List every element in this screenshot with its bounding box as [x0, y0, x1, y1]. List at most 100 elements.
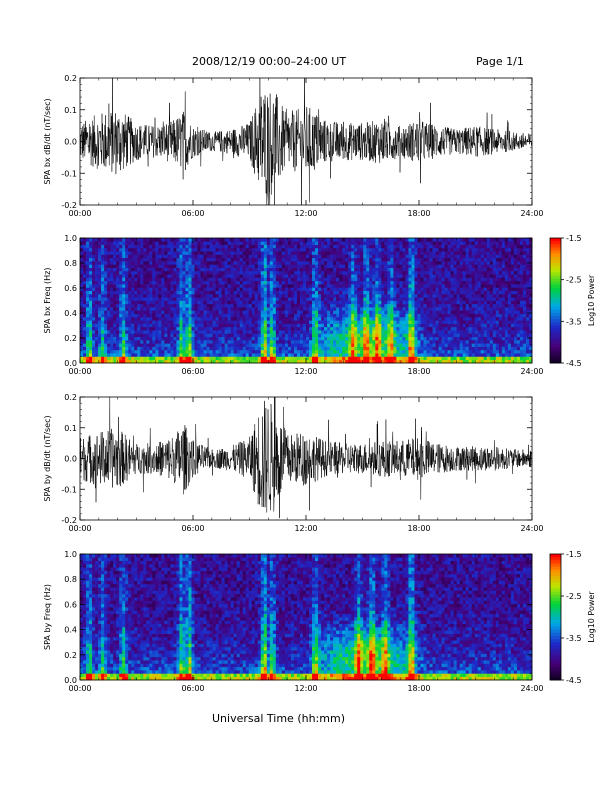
spectrogram-cell	[134, 320, 138, 324]
spectrogram-cell	[152, 261, 156, 265]
spectrogram-cell	[444, 359, 448, 364]
spectrogram-cell	[312, 320, 316, 324]
spectrogram-cell	[429, 241, 433, 245]
spectrogram-cell	[363, 336, 367, 341]
spectrogram-cell	[200, 326, 204, 331]
spectrogram-cell	[170, 277, 174, 282]
spectrogram-cell	[164, 320, 168, 324]
spectrogram-cell	[221, 343, 225, 347]
spectrogram-cell	[209, 270, 213, 275]
spectrogram-cell	[351, 353, 355, 357]
spectrogram-cell	[456, 356, 461, 361]
spectrogram-cell	[143, 343, 147, 347]
spectrogram-cell	[185, 277, 189, 282]
spectrogram-cell	[348, 284, 352, 288]
spectrogram-cell	[203, 287, 207, 291]
spectrogram-cell	[215, 353, 219, 357]
spectrogram-cell	[170, 313, 174, 318]
spectrogram-cell	[299, 287, 304, 291]
spectrogram-cell	[212, 257, 216, 262]
spectrogram-cell	[215, 247, 219, 252]
spectrogram-cell	[390, 244, 394, 249]
spectrogram-cell	[366, 326, 370, 331]
spectrogram-cell	[363, 297, 367, 301]
spectrogram-cell	[257, 244, 262, 249]
spectrogram-cell	[414, 356, 418, 361]
spectrogram-cell	[306, 261, 310, 265]
spectrogram-cell	[450, 333, 454, 338]
spectrogram-cell	[293, 313, 298, 318]
spectrogram-cell	[248, 267, 253, 272]
spectrogram-cell	[224, 241, 228, 245]
spectrogram-cell	[164, 303, 168, 308]
spectrogram-cell	[357, 339, 361, 344]
spectrogram-cell	[245, 326, 250, 331]
y-tick-label: -0.2	[61, 201, 77, 210]
spectrogram-cell	[363, 254, 367, 259]
spectrogram-cell	[405, 290, 409, 295]
spectrogram-cell	[83, 257, 87, 262]
spectrogram-cell	[155, 284, 159, 288]
spectrogram-cell	[95, 313, 99, 318]
spectrogram-cell	[324, 238, 328, 242]
spectrogram-cell	[125, 333, 129, 338]
spectrogram-cell	[98, 339, 102, 344]
spectrogram-cell	[324, 313, 328, 318]
spectrogram-cell	[293, 297, 298, 301]
spectrogram-cell	[342, 330, 346, 334]
spectrogram-cell	[312, 343, 316, 347]
spectrogram-cell	[83, 336, 87, 341]
spectrogram-cell	[432, 300, 436, 305]
spectrogram-cell	[251, 343, 256, 347]
spectrogram-cell	[173, 339, 177, 344]
spectrogram-cell	[197, 280, 201, 285]
spectrogram-cell	[251, 316, 256, 321]
spectrogram-cell	[125, 343, 129, 347]
spectrogram-cell	[281, 313, 286, 318]
spectrogram-cell	[375, 313, 379, 318]
spectrogram-cell	[459, 297, 464, 301]
spectrogram-cell	[284, 241, 289, 245]
spectrogram-cell	[125, 241, 129, 245]
spectrogram-cell	[372, 251, 376, 255]
spectrogram-cell	[167, 270, 171, 275]
spectrogram-cell	[441, 274, 445, 278]
spectrogram-cell	[197, 320, 201, 324]
spectrogram-cell	[336, 339, 340, 344]
spectrogram-cell	[80, 300, 84, 305]
spectrogram-cell	[366, 254, 370, 259]
spectrogram-cell	[125, 336, 129, 341]
spectrogram-cell	[170, 307, 174, 311]
spectrogram-cell	[378, 316, 382, 321]
spectrogram-cell	[248, 326, 253, 331]
spectrogram-cell	[372, 359, 376, 364]
spectrogram-cell	[402, 336, 406, 341]
spectrogram-cell	[197, 293, 201, 298]
spectrogram-cell	[245, 343, 250, 347]
spectrogram-cell	[333, 359, 337, 364]
spectrogram-cell	[257, 284, 262, 288]
spectrogram-cell	[143, 274, 147, 278]
spectrogram-cell	[360, 238, 364, 242]
spectrogram-cell	[278, 287, 283, 291]
spectrogram-cell	[278, 280, 283, 285]
spectrogram-cell	[158, 320, 162, 324]
spectrogram-cell	[381, 254, 385, 259]
spectrogram-cell	[173, 254, 177, 259]
spectrogram-cell	[315, 287, 319, 291]
spectrogram-cell	[366, 339, 370, 344]
spectrogram-cell	[89, 349, 93, 354]
spectrogram-cell	[143, 307, 147, 311]
spectrogram-cell	[429, 300, 433, 305]
spectrogram-cell	[179, 254, 183, 259]
spectrogram-cell	[137, 280, 141, 285]
spectrogram-cell	[245, 307, 250, 311]
spectrogram-cell	[387, 277, 391, 282]
spectrogram-cell	[420, 264, 424, 268]
spectrogram-cell	[218, 284, 222, 288]
spectrogram-cell	[266, 277, 271, 282]
spectrogram-cell	[233, 326, 238, 331]
spectrogram-cell	[345, 270, 349, 275]
spectrogram-cell	[140, 349, 144, 354]
spectrogram-cell	[293, 320, 298, 324]
